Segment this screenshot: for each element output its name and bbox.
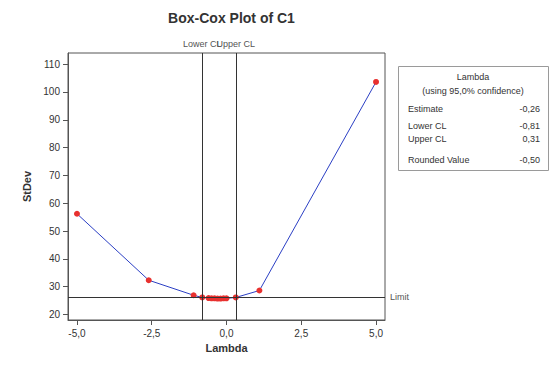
svg-text:Upper CL: Upper CL — [217, 39, 256, 49]
svg-text:30: 30 — [49, 281, 61, 292]
svg-text:2,5: 2,5 — [294, 328, 308, 339]
svg-text:20: 20 — [49, 309, 61, 320]
svg-text:Lower CL: Lower CL — [183, 38, 222, 49]
svg-text:0,0: 0,0 — [220, 328, 234, 339]
svg-text:5,0: 5,0 — [369, 328, 383, 339]
svg-text:70: 70 — [49, 170, 61, 181]
svg-text:Lambda: Lambda — [205, 342, 248, 354]
svg-text:Upper CL: Upper CL — [408, 134, 447, 144]
svg-text:-0,50: -0,50 — [519, 155, 540, 165]
svg-text:50: 50 — [49, 226, 61, 237]
svg-text:Lambda: Lambda — [457, 72, 490, 82]
svg-text:StDev: StDev — [21, 170, 33, 202]
svg-text:(using 95,0% confidence): (using 95,0% confidence) — [422, 86, 524, 96]
svg-text:80: 80 — [49, 142, 61, 153]
svg-text:Rounded Value: Rounded Value — [408, 155, 469, 165]
svg-text:90: 90 — [49, 114, 61, 125]
svg-text:-5,0: -5,0 — [68, 328, 86, 339]
svg-text:100: 100 — [43, 86, 60, 97]
svg-text:60: 60 — [49, 198, 61, 209]
svg-text:-2,5: -2,5 — [143, 328, 161, 339]
svg-text:-0,26: -0,26 — [519, 104, 540, 114]
svg-text:0,31: 0,31 — [522, 134, 540, 144]
svg-text:40: 40 — [49, 253, 61, 264]
svg-text:Limit: Limit — [390, 292, 410, 302]
svg-text:110: 110 — [44, 59, 60, 70]
svg-text:Estimate: Estimate — [408, 104, 443, 114]
svg-text:-0,81: -0,81 — [519, 121, 540, 131]
svg-text:Box-Cox Plot of C1: Box-Cox Plot of C1 — [168, 10, 295, 26]
svg-text:Lower CL: Lower CL — [408, 121, 447, 131]
